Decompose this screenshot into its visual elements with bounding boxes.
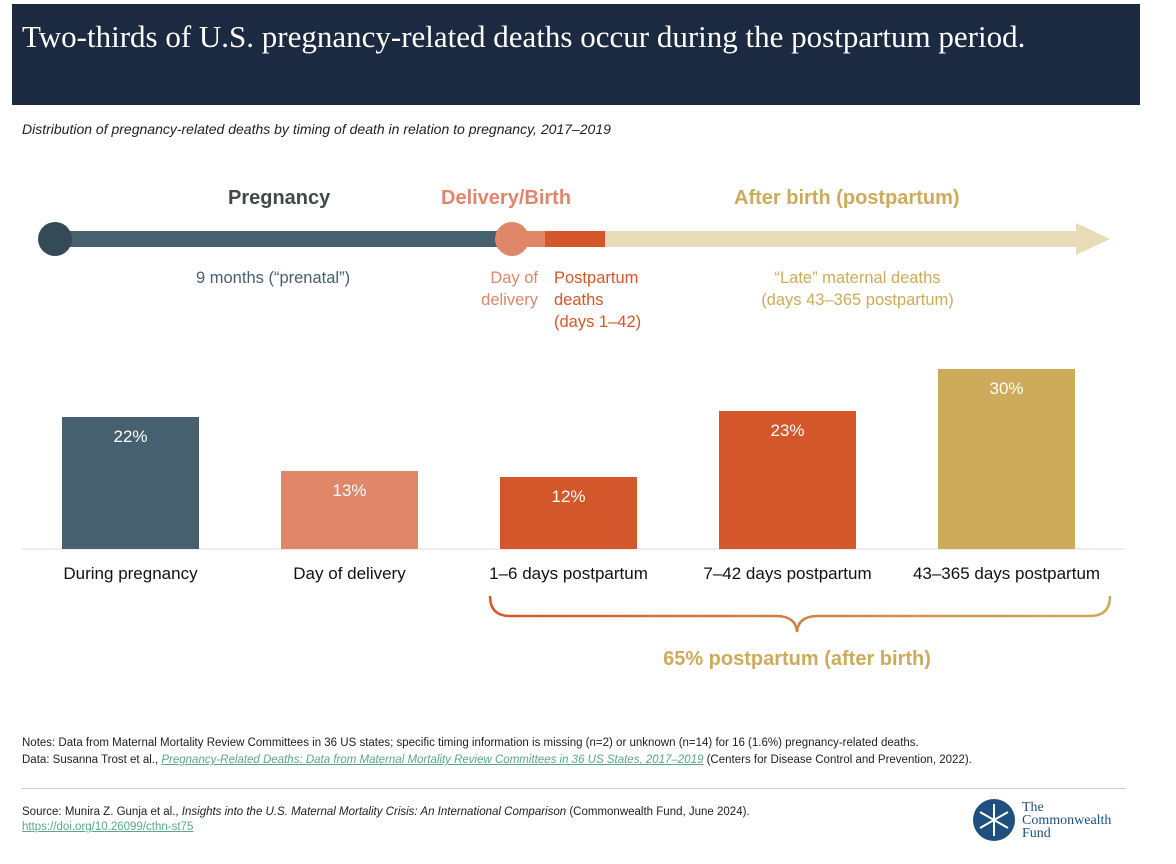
bar xyxy=(62,417,199,549)
bar xyxy=(938,369,1075,549)
source-suffix: (Commonwealth Fund, June 2024). xyxy=(566,806,750,818)
timeline xyxy=(38,222,1110,256)
logo-line: Commonwealth xyxy=(1022,812,1112,828)
bar-value-label: 13% xyxy=(332,481,366,500)
label-line: delivery xyxy=(481,291,538,309)
timeline-arrowhead xyxy=(1076,223,1110,255)
page-title: Two-thirds of U.S. pregnancy-related dea… xyxy=(22,19,1026,54)
label-line: “Late” maternal deaths xyxy=(774,269,941,287)
label-line: Postpartum xyxy=(554,269,639,287)
divider xyxy=(22,788,1126,789)
timeline-pregnancy-segment xyxy=(55,231,515,247)
bar-value-label: 30% xyxy=(989,379,1023,398)
late-deaths-label: “Late” maternal deaths (days 43–365 post… xyxy=(720,267,995,311)
bar-value-label: 22% xyxy=(113,427,147,446)
bar-value-label: 12% xyxy=(551,487,585,506)
phase-postpartum: After birth (postpartum) xyxy=(734,187,960,209)
timeline-birth-dot xyxy=(495,222,529,256)
timeline-late-segment xyxy=(600,231,1078,247)
label-line: deaths xyxy=(554,291,604,309)
postpartum-deaths-label: Postpartum deaths (days 1–42) xyxy=(554,267,641,333)
subtitle: Distribution of pregnancy-related deaths… xyxy=(22,121,611,137)
timeline-start-dot xyxy=(38,222,72,256)
data-prefix: Data: Susanna Trost et al., xyxy=(22,754,162,766)
data-suffix: (Centers for Disease Control and Prevent… xyxy=(703,754,972,766)
category-label: Day of delivery xyxy=(293,564,406,583)
label-line: (days 1–42) xyxy=(554,313,642,331)
source-prefix: Source: Munira Z. Gunja et al., xyxy=(22,806,182,818)
category-label: 1–6 days postpartum xyxy=(489,564,648,583)
category-label: 7–42 days postpartum xyxy=(703,564,871,583)
category-label: During pregnancy xyxy=(63,564,198,583)
logo-line: Fund xyxy=(1022,825,1051,841)
doi-link[interactable]: https://doi.org/10.26099/cthn-st75 xyxy=(22,821,194,833)
label-line: (days 43–365 postpartum) xyxy=(761,291,954,309)
bar xyxy=(719,411,856,549)
data-citation: Data: Susanna Trost et al., Pregnancy-Re… xyxy=(22,754,972,766)
phase-delivery: Delivery/Birth xyxy=(441,187,572,209)
source-title: Insights into the U.S. Maternal Mortalit… xyxy=(181,806,567,818)
logo-line: The xyxy=(1022,799,1044,815)
prenatal-label: 9 months (“prenatal”) xyxy=(196,269,351,287)
phase-pregnancy: Pregnancy xyxy=(228,187,331,209)
title-bar xyxy=(12,4,1140,105)
bar xyxy=(281,471,418,549)
source-citation: Source: Munira Z. Gunja et al., Insights… xyxy=(22,806,750,818)
snowflake-seal-icon xyxy=(973,799,1015,841)
label-line: Day of xyxy=(490,269,538,287)
category-label: 43–365 days postpartum xyxy=(913,564,1100,583)
notes-text: Notes: Data from Maternal Mortality Revi… xyxy=(22,737,919,749)
bar-value-label: 23% xyxy=(770,421,804,440)
day-of-delivery-label: Day of delivery xyxy=(470,267,538,311)
data-source-link[interactable]: Pregnancy-Related Deaths: Data from Mate… xyxy=(161,754,704,766)
timeline-early-postpartum-segment xyxy=(545,231,605,247)
postpartum-bracket xyxy=(488,595,1112,633)
commonwealth-fund-logo: The Commonwealth Fund xyxy=(972,798,1111,842)
bracket-label: 65% postpartum (after birth) xyxy=(663,648,931,670)
bar xyxy=(500,477,637,549)
